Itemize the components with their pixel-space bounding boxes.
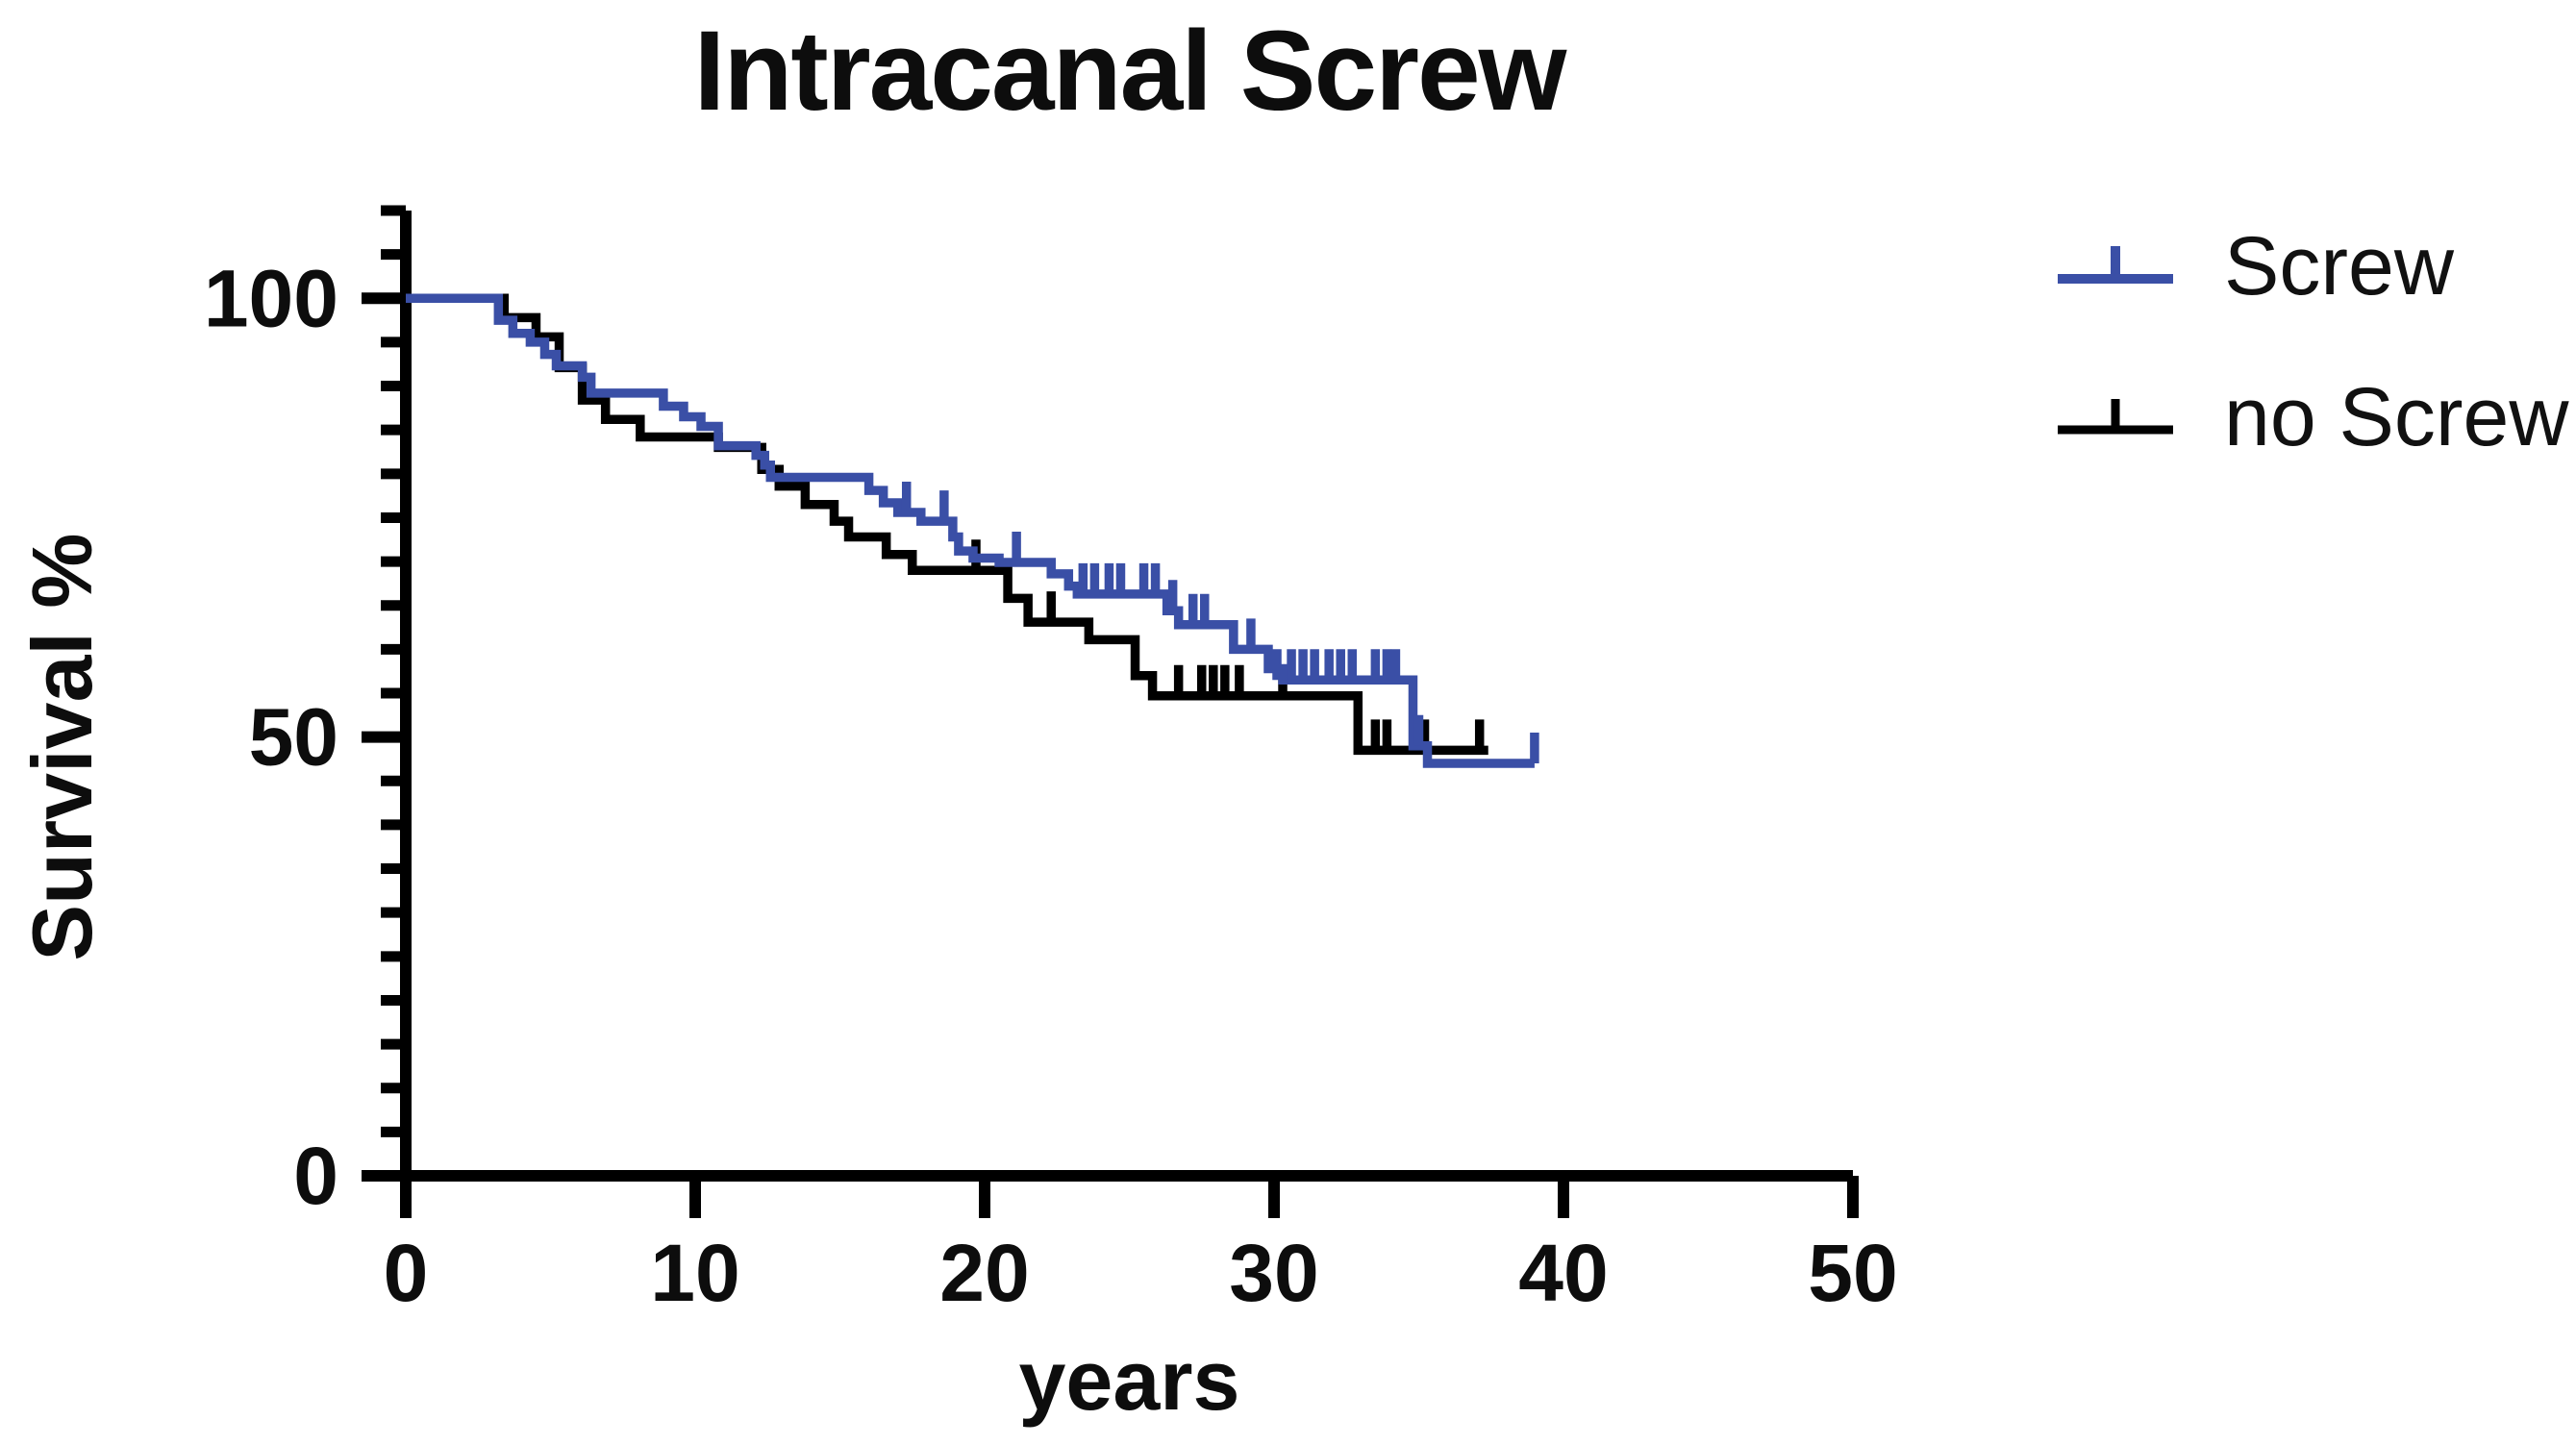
survival-curve-screw xyxy=(406,293,1535,768)
x-tick-label-30: 30 xyxy=(1229,1228,1318,1318)
x-tick-label-50: 50 xyxy=(1808,1228,1897,1318)
legend: Screw no Screw xyxy=(2053,216,2569,468)
x-axis-title: years xyxy=(1018,1333,1240,1428)
y-tick-label-100: 100 xyxy=(204,253,338,343)
screw-line-swatch-icon xyxy=(2058,245,2173,284)
no-screw-line-swatch-icon xyxy=(2058,398,2173,434)
legend-label-screw: Screw xyxy=(2224,220,2454,312)
x-tick-label-10: 10 xyxy=(650,1228,739,1318)
y-tick-label-50: 50 xyxy=(249,692,338,783)
x-tick-label-20: 20 xyxy=(939,1228,1029,1318)
x-tick-label-0: 0 xyxy=(384,1228,429,1318)
chart-title: Intracanal Screw xyxy=(693,8,1567,135)
legend-label-no-screw: no Screw xyxy=(2224,371,2569,463)
legend-item-screw: Screw xyxy=(2053,216,2569,317)
y-axis-title: Survival % xyxy=(14,533,110,961)
legend-item-no-screw: no Screw xyxy=(2053,367,2569,468)
y-tick-label-0: 0 xyxy=(293,1131,338,1221)
x-tick-label-40: 40 xyxy=(1518,1228,1608,1318)
